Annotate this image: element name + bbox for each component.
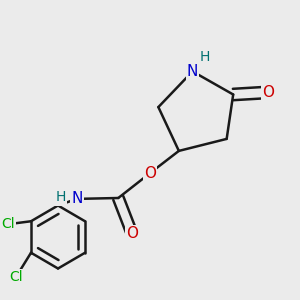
Text: Cl: Cl — [9, 270, 23, 284]
Text: O: O — [144, 166, 156, 181]
Text: N: N — [71, 191, 82, 206]
Text: H: H — [199, 50, 210, 64]
Text: N: N — [187, 64, 198, 79]
Text: O: O — [262, 85, 274, 100]
Text: H: H — [55, 190, 66, 204]
Text: O: O — [126, 226, 138, 242]
Text: Cl: Cl — [1, 217, 15, 231]
